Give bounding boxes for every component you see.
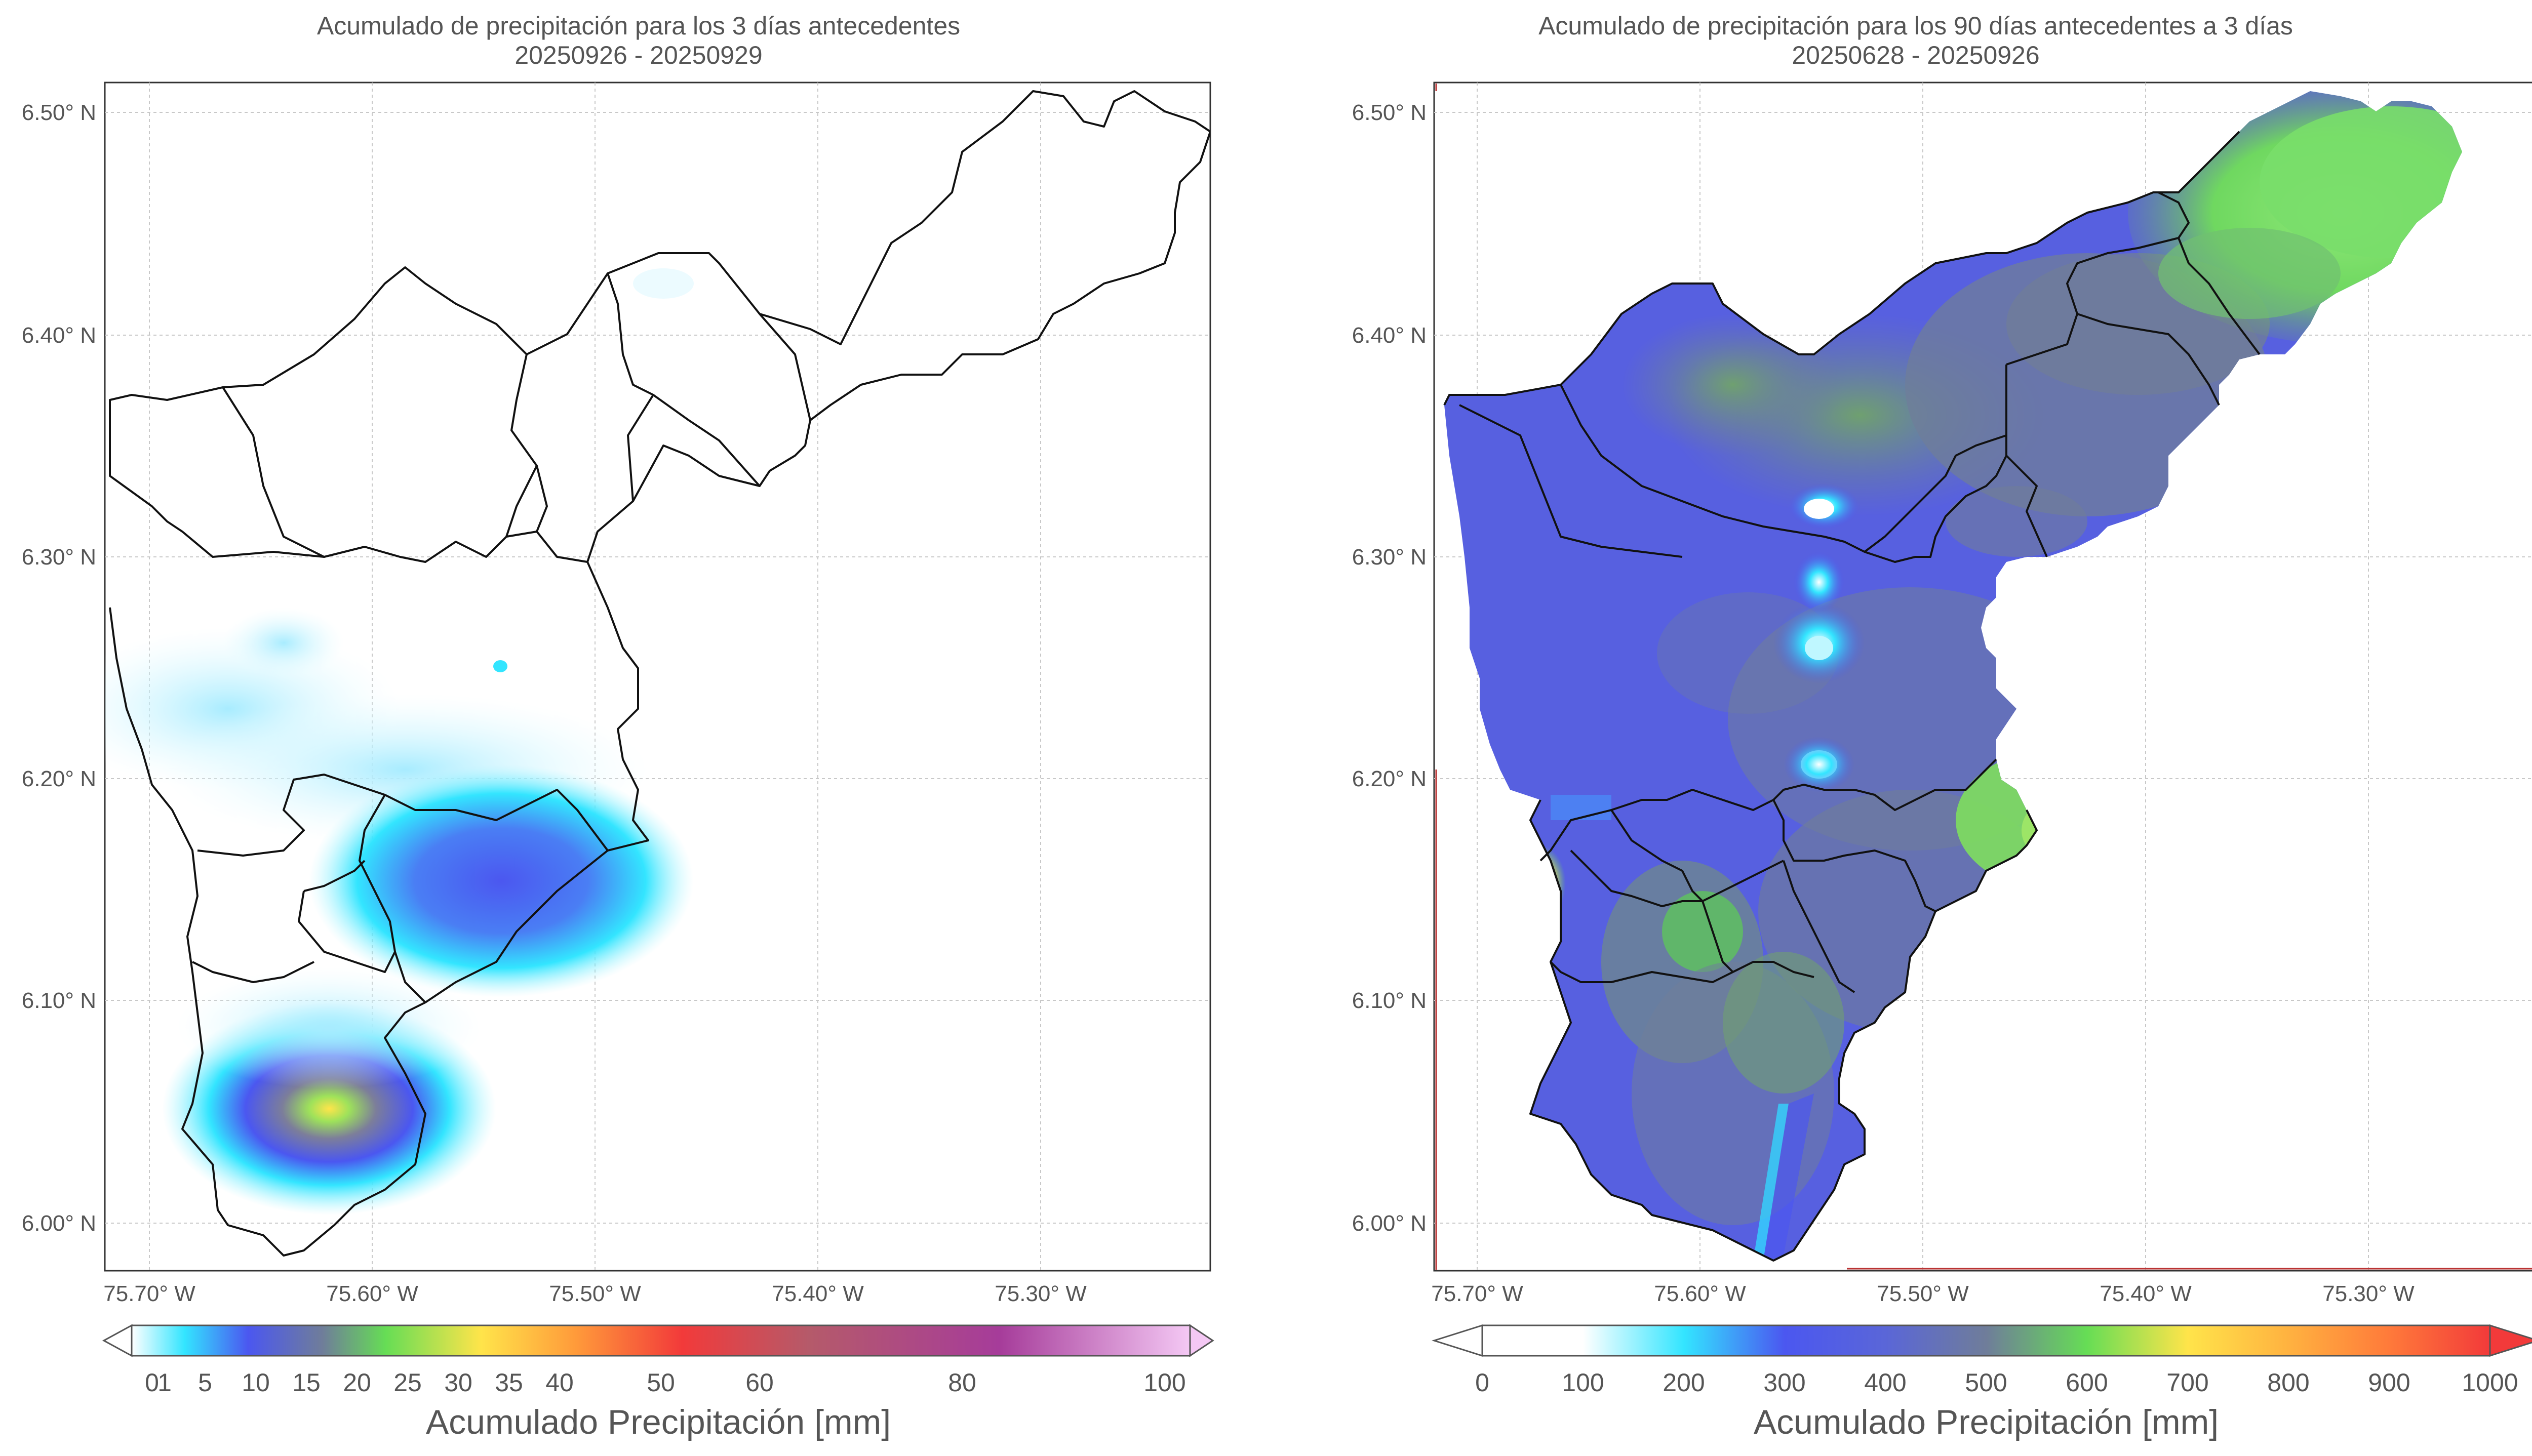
- lat-tick: 6.30° N: [22, 545, 96, 570]
- lat-tick: 6.30° N: [1352, 545, 1427, 570]
- colorbar-tick: 100: [1143, 1368, 1185, 1397]
- lon-tick: 75.30° W: [2322, 1281, 2415, 1306]
- colorbar-extend-min: [102, 1324, 133, 1357]
- lat-tick: 6.40° N: [1352, 323, 1427, 348]
- latitude-ticks: 6.50° N 6.40° N 6.30° N 6.20° N 6.10° N …: [22, 100, 96, 1236]
- panel-title: Acumulado de precipitación para los 3 dí…: [0, 11, 1277, 70]
- colorbar-tick: 0: [1475, 1368, 1489, 1397]
- colorbar-tick: 100: [1562, 1368, 1604, 1397]
- lat-tick: 6.20° N: [1352, 766, 1427, 791]
- colorbar-tick: 10: [242, 1368, 270, 1397]
- lon-tick: 75.50° W: [549, 1281, 641, 1306]
- colorbar-label: Acumulado Precipitación [mm]: [426, 1403, 891, 1441]
- colorbar-label: Acumulado Precipitación [mm]: [1754, 1403, 2219, 1441]
- colorbar-tick: 900: [2368, 1368, 2410, 1397]
- longitude-ticks: 75.70° W 75.60° W 75.50° W 75.40° W 75.3…: [103, 1281, 1087, 1306]
- colorbar-tick: 35: [495, 1368, 523, 1397]
- lat-tick: 6.00° N: [22, 1211, 96, 1236]
- colorbar-tick: 1000: [2462, 1368, 2518, 1397]
- precipitation-field: [105, 268, 694, 1215]
- colorbar-tick: 15: [292, 1368, 321, 1397]
- colorbar-bar: [131, 1324, 1191, 1357]
- municipality-boundaries: [109, 90, 1210, 1257]
- lon-tick: 75.60° W: [1654, 1281, 1746, 1306]
- colorbar-tick: 5: [198, 1368, 212, 1397]
- lon-tick: 75.60° W: [326, 1281, 418, 1306]
- panel-90-day-accumulation: Acumulado de precipitación para los 90 d…: [1277, 0, 2532, 1456]
- precipitation-map-3-day: 6.50° N 6.40° N 6.30° N 6.20° N 6.10° N …: [22, 82, 1214, 1441]
- lon-tick: 75.40° W: [2100, 1281, 2192, 1306]
- lon-tick: 75.30° W: [995, 1281, 1087, 1306]
- colorbar-tick: 20: [343, 1368, 371, 1397]
- precipitation-map-90-day: 6.50° N 6.40° N 6.30° N 6.20° N 6.10° N …: [1352, 82, 2532, 1441]
- latitude-ticks: 6.50° N 6.40° N 6.30° N 6.20° N 6.10° N …: [1352, 100, 1427, 1236]
- lat-tick: 6.50° N: [22, 100, 96, 125]
- lat-tick: 6.10° N: [1352, 988, 1427, 1013]
- panel-title-line2: 20250628 - 20250926: [1792, 41, 2040, 69]
- colorbar-tick: 500: [1965, 1368, 2007, 1397]
- colorbar-tick: 0: [145, 1368, 159, 1397]
- lon-tick: 75.40° W: [772, 1281, 864, 1306]
- lat-tick: 6.50° N: [1352, 100, 1427, 125]
- panel-title-line1: Acumulado de precipitación para los 3 dí…: [316, 12, 961, 40]
- colorbar-tick: 400: [1864, 1368, 1906, 1397]
- lat-tick: 6.20° N: [22, 766, 96, 791]
- colorbar-tick: 1: [157, 1368, 172, 1397]
- lat-tick: 6.10° N: [22, 988, 96, 1013]
- colorbar-tick: 700: [2166, 1368, 2208, 1397]
- colorbar-tick: 30: [444, 1368, 472, 1397]
- colorbar-extend-min: [1432, 1324, 1483, 1357]
- colorbar-extend-max: [1189, 1324, 1214, 1357]
- municipality-boundaries: [1443, 131, 2261, 1262]
- colorbar: 0 100 200 300 400 500 600 700 800 900 10…: [1432, 1324, 2532, 1441]
- lat-tick: 6.40° N: [22, 323, 96, 348]
- colorbar-tick: 60: [745, 1368, 774, 1397]
- colorbar-tick: 300: [1763, 1368, 1805, 1397]
- lon-tick: 75.70° W: [103, 1281, 195, 1306]
- colorbar: 0 1 5 10 15 20 25 30 35 40 50 60 80 100 …: [102, 1324, 1214, 1441]
- colorbar-tick: 80: [948, 1368, 976, 1397]
- lon-tick: 75.70° W: [1431, 1281, 1523, 1306]
- colorbar-tick: 200: [1663, 1368, 1705, 1397]
- colorbar-tick: 40: [545, 1368, 574, 1397]
- colorbar-tick: 25: [393, 1368, 422, 1397]
- colorbar-bar: [1481, 1324, 2491, 1357]
- panel-title: Acumulado de precipitación para los 90 d…: [1277, 11, 2532, 70]
- colorbar-tick: 800: [2267, 1368, 2309, 1397]
- lon-tick: 75.50° W: [1877, 1281, 1969, 1306]
- lat-tick: 6.00° N: [1352, 1211, 1427, 1236]
- colorbar-tick: 50: [647, 1368, 675, 1397]
- colorbar-extend-max: [2489, 1324, 2532, 1357]
- panel-title-line2: 20250926 - 20250929: [515, 41, 763, 69]
- panel-3-day-accumulation: Acumulado de precipitación para los 3 dí…: [0, 11, 1277, 1441]
- longitude-ticks: 75.70° W 75.60° W 75.50° W 75.40° W 75.3…: [1431, 1281, 2415, 1306]
- panel-title-line1: Acumulado de precipitación para los 90 d…: [1538, 12, 2293, 40]
- colorbar-tick: 600: [2066, 1368, 2108, 1397]
